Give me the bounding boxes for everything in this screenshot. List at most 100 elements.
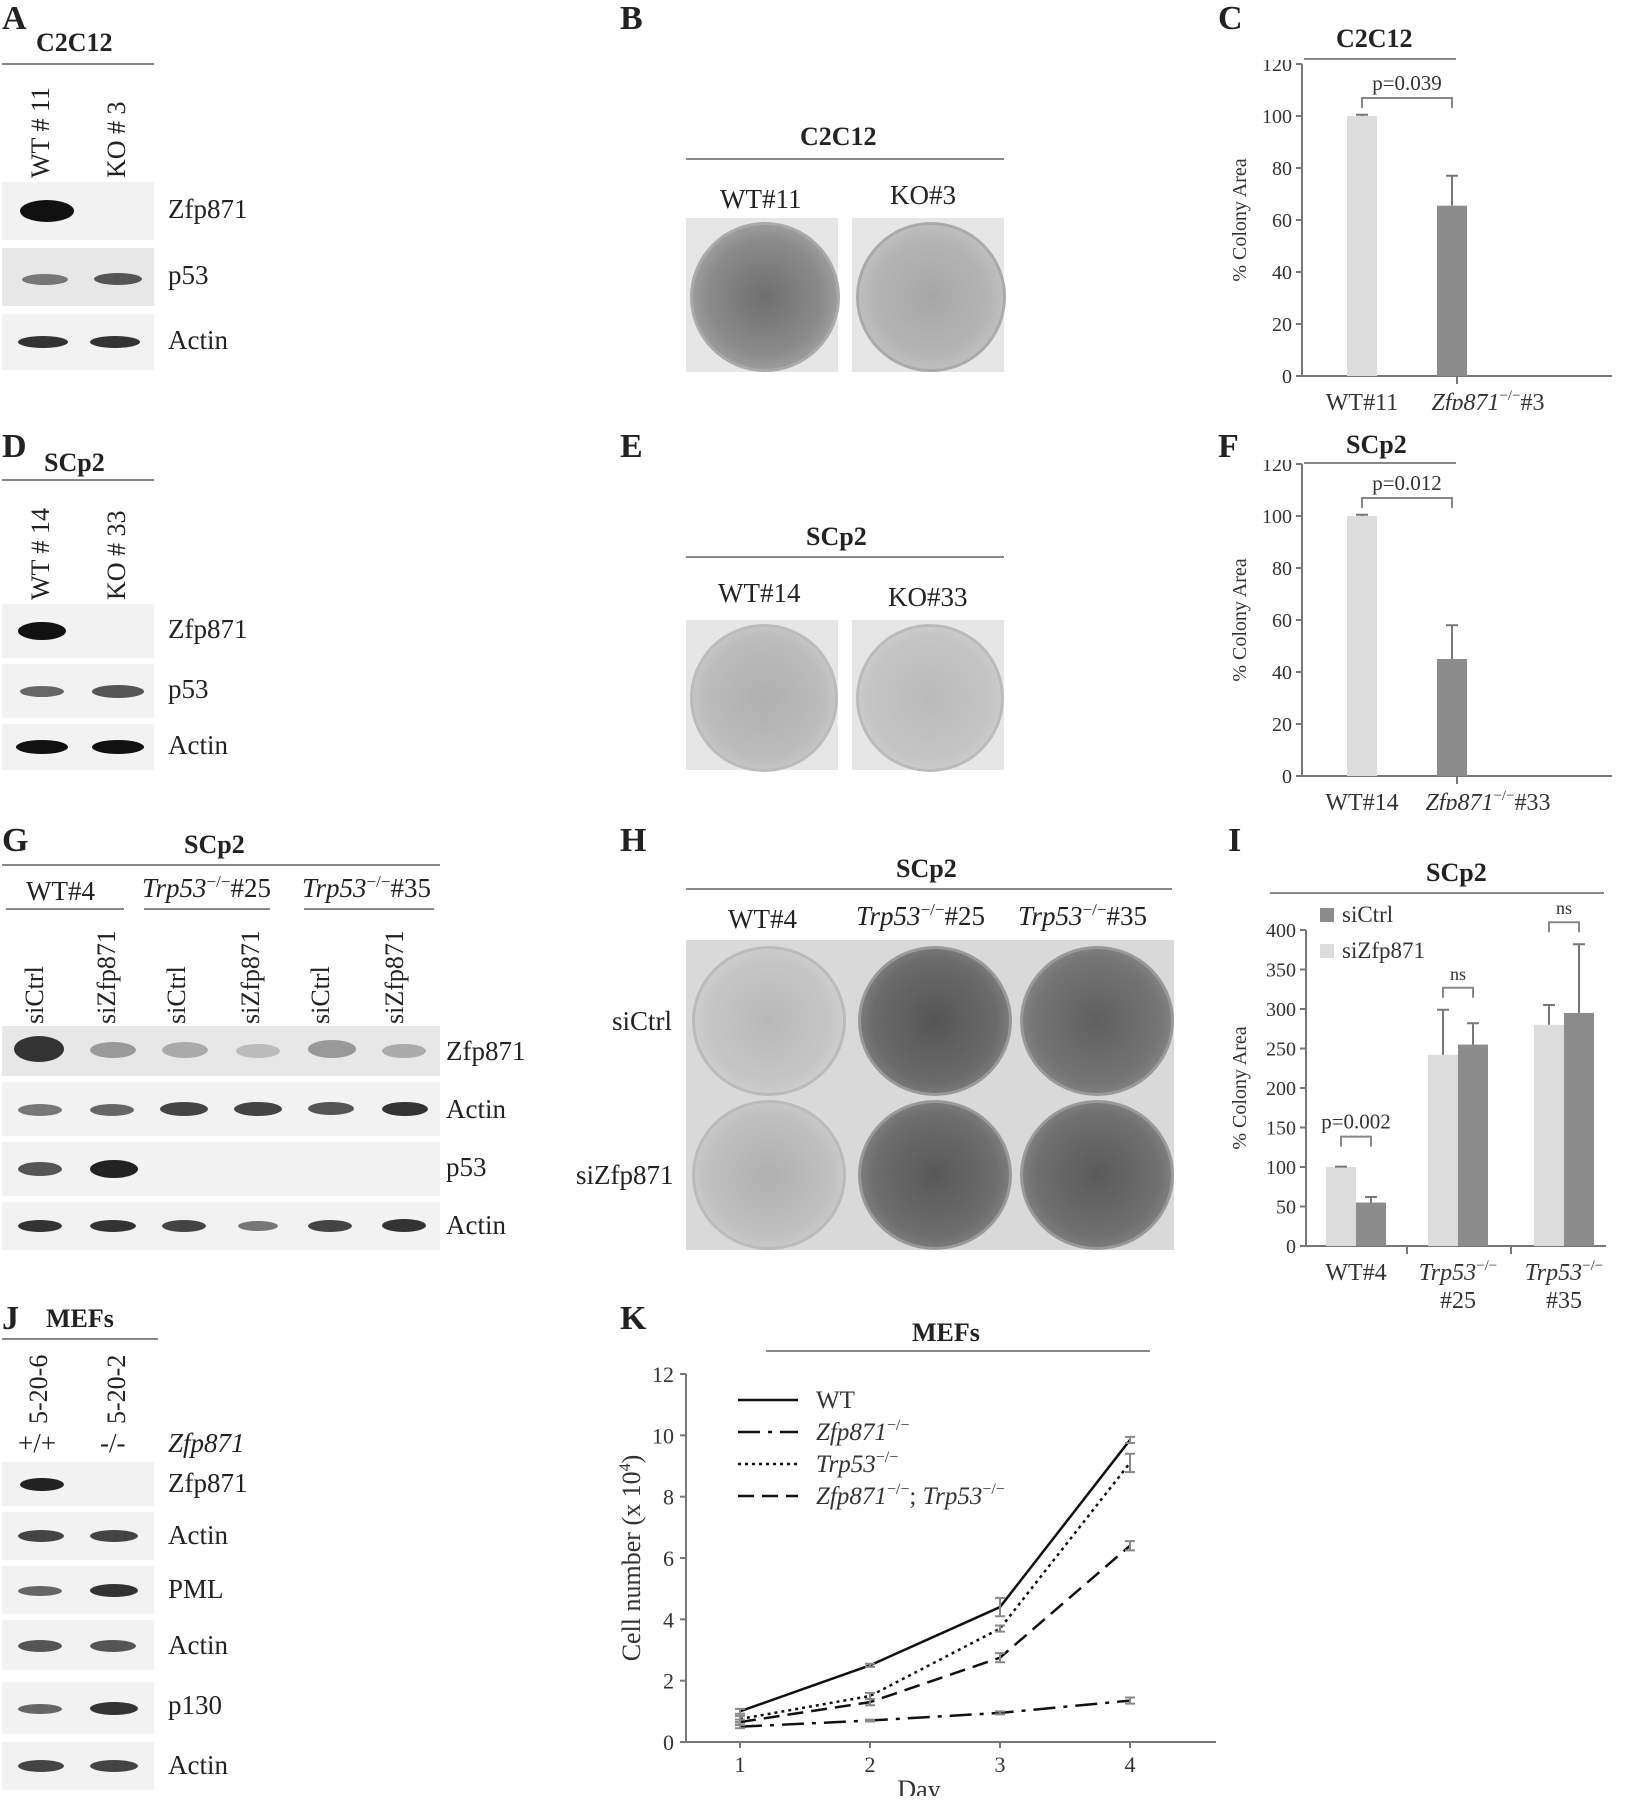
bar xyxy=(1356,1202,1386,1246)
row-label: Zfp871 xyxy=(168,1468,248,1498)
error-bar xyxy=(1543,1004,1555,1025)
row-label: Actin xyxy=(168,325,228,355)
x-tick-label: 1 xyxy=(735,1752,746,1777)
blot-p53 xyxy=(2,664,154,718)
x-tick-label: Trp53−/− xyxy=(1419,1258,1497,1286)
x-tick-label: WT#4 xyxy=(1325,1260,1386,1286)
significance-label: ns xyxy=(1450,964,1466,984)
legend-label: siCtrl xyxy=(1342,902,1393,927)
error-bar xyxy=(735,1707,745,1715)
panel-letter: G xyxy=(2,822,29,859)
row-label: p53 xyxy=(446,1152,487,1182)
y-tick-label: 0 xyxy=(1282,366,1292,388)
lane-label: siCtrl xyxy=(162,966,191,1024)
significance-label: ns xyxy=(1556,898,1572,918)
x-tick-label: 2 xyxy=(865,1752,876,1777)
x-tick-label: #25 xyxy=(1440,1288,1476,1314)
legend-swatch xyxy=(1320,908,1334,922)
lane-label: siZfp871 xyxy=(380,930,409,1024)
panel-letter: K xyxy=(620,1300,647,1337)
title-underline xyxy=(1304,58,1456,60)
panel-title: C2C12 xyxy=(800,122,877,151)
blot-zfp871 xyxy=(2,182,154,240)
panel-letter: E xyxy=(620,428,643,465)
bar xyxy=(1428,1054,1458,1246)
error-bar xyxy=(1467,1022,1479,1045)
row-label: Actin xyxy=(168,1750,228,1780)
title-underline xyxy=(686,888,1172,890)
lane-label: siCtrl xyxy=(306,966,335,1024)
blot-actin xyxy=(2,1512,154,1560)
blot-p130 xyxy=(2,1682,154,1734)
panel-title: C2C12 xyxy=(1336,24,1413,53)
series-line xyxy=(739,1439,1131,1713)
error-bar xyxy=(1446,174,1458,206)
x-tick-label: Zfp871−/−#33 xyxy=(1425,788,1550,810)
y-tick-label: 12 xyxy=(652,1362,674,1387)
panel-title: SCp2 xyxy=(44,448,105,477)
y-tick-label: 60 xyxy=(1272,210,1292,232)
legend-label: Zfp871−/− xyxy=(816,1417,909,1446)
title-underline xyxy=(686,158,1004,160)
panel-title: MEFs xyxy=(912,1318,980,1347)
col-label: Trp53−/−#25 xyxy=(856,900,985,931)
x-tick-label: Trp53−/− xyxy=(1525,1258,1603,1286)
panel-letter: C xyxy=(1218,0,1243,37)
significance-bracket xyxy=(1361,497,1453,508)
group-label: Trp53−/−#35 xyxy=(302,872,431,903)
series-line xyxy=(739,1699,1131,1728)
y-tick-label: 50 xyxy=(1276,1197,1296,1219)
error-bar xyxy=(865,1662,875,1668)
colony-plate-grid xyxy=(686,940,1174,1250)
error-bar xyxy=(995,1596,1005,1618)
col-label: WT#14 xyxy=(718,578,801,608)
title-underline xyxy=(2,864,440,866)
col-label: KO#3 xyxy=(890,180,956,210)
x-tick-label: 4 xyxy=(1125,1752,1136,1777)
bar xyxy=(1347,116,1377,376)
significance-label: p=0.012 xyxy=(1372,471,1442,495)
y-tick-label: 100 xyxy=(1262,506,1292,528)
significance-bracket xyxy=(1340,1135,1372,1147)
title-underline xyxy=(2,63,154,65)
bar-chart-c: 0 20 40 60 80 100 120 % Colony Area p=0.039 WT#11… xyxy=(1229,60,1612,410)
title-underline xyxy=(2,479,154,481)
lane-label: WT # 14 xyxy=(26,508,55,600)
row-label: p53 xyxy=(168,260,209,290)
y-tick-label: 20 xyxy=(1272,714,1292,736)
y-tick-label: 150 xyxy=(1266,1118,1296,1140)
row-label: PML xyxy=(168,1574,224,1604)
y-tick-label: 100 xyxy=(1262,106,1292,128)
error-bar xyxy=(1437,1008,1449,1055)
y-tick-label: 300 xyxy=(1266,999,1296,1021)
error-bar xyxy=(995,1710,1005,1716)
row-label: Zfp871 xyxy=(168,194,248,224)
lane-label: siZfp871 xyxy=(92,930,121,1024)
panel-letter: I xyxy=(1228,822,1242,859)
blot-p53 xyxy=(2,248,154,306)
x-tick-label: Zfp871−/−#3 xyxy=(1431,388,1544,410)
bar-chart-i: 0 50 100 150 200 250 300 350 400 % Colony Area p=0… xyxy=(1229,898,1606,1314)
lane-label: KO # 3 xyxy=(102,101,131,178)
y-tick-label: 2 xyxy=(663,1669,674,1694)
error-bar xyxy=(1125,1452,1135,1474)
panel-letter: D xyxy=(2,428,27,465)
row-label: p53 xyxy=(168,674,209,704)
y-tick-label: 0 xyxy=(1282,766,1292,788)
legend-label: Trp53−/− xyxy=(816,1449,898,1478)
row-label: p130 xyxy=(168,1690,222,1720)
colony-plate xyxy=(686,620,838,772)
y-tick-label: 6 xyxy=(663,1546,674,1571)
y-tick-label: 0 xyxy=(1286,1236,1296,1258)
y-axis-label: Cell number (x 104) xyxy=(617,1455,646,1662)
bar xyxy=(1326,1167,1356,1246)
panel-title: SCp2 xyxy=(1426,858,1487,887)
panel-letter: A xyxy=(2,0,27,37)
y-tick-label: 400 xyxy=(1266,920,1296,942)
blot-actin xyxy=(2,724,154,770)
panel-letter: B xyxy=(620,0,643,37)
x-tick-label: #35 xyxy=(1546,1288,1582,1314)
series-line xyxy=(739,1462,1131,1721)
bar xyxy=(1437,205,1467,376)
lane-label: siZfp871 xyxy=(236,930,265,1024)
